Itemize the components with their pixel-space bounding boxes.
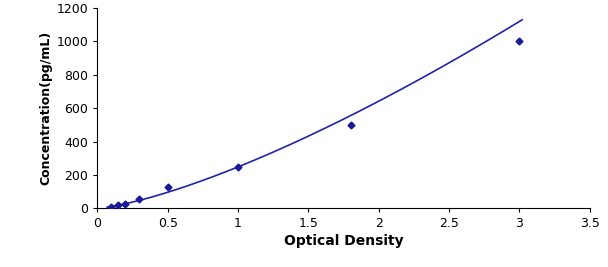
X-axis label: Optical Density: Optical Density [284, 234, 403, 249]
Y-axis label: Concentration(pg/mL): Concentration(pg/mL) [39, 31, 52, 185]
